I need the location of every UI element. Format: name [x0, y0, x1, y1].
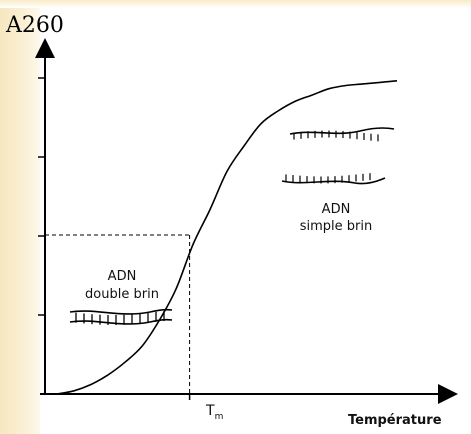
- y-axis-label: A260: [5, 13, 64, 38]
- annotation-double-line2: double brin: [85, 287, 159, 302]
- annotation-double-line1: ADN: [108, 269, 137, 284]
- annotation-single-line2: simple brin: [300, 219, 373, 234]
- y-ticks: [38, 77, 45, 316]
- single-strand-dna-icon-lower: [281, 173, 386, 185]
- double-strand-dna-icon: [69, 308, 173, 325]
- tm-tick-label: Tm: [205, 403, 223, 422]
- single-strand-dna-icon-upper: [289, 127, 395, 142]
- annotation-single-line1: ADN: [322, 202, 351, 217]
- background-side-band: [0, 0, 40, 434]
- x-axis-label: Température: [348, 413, 442, 428]
- absorbance-curve: [56, 80, 398, 395]
- background-top-band: [0, 0, 471, 8]
